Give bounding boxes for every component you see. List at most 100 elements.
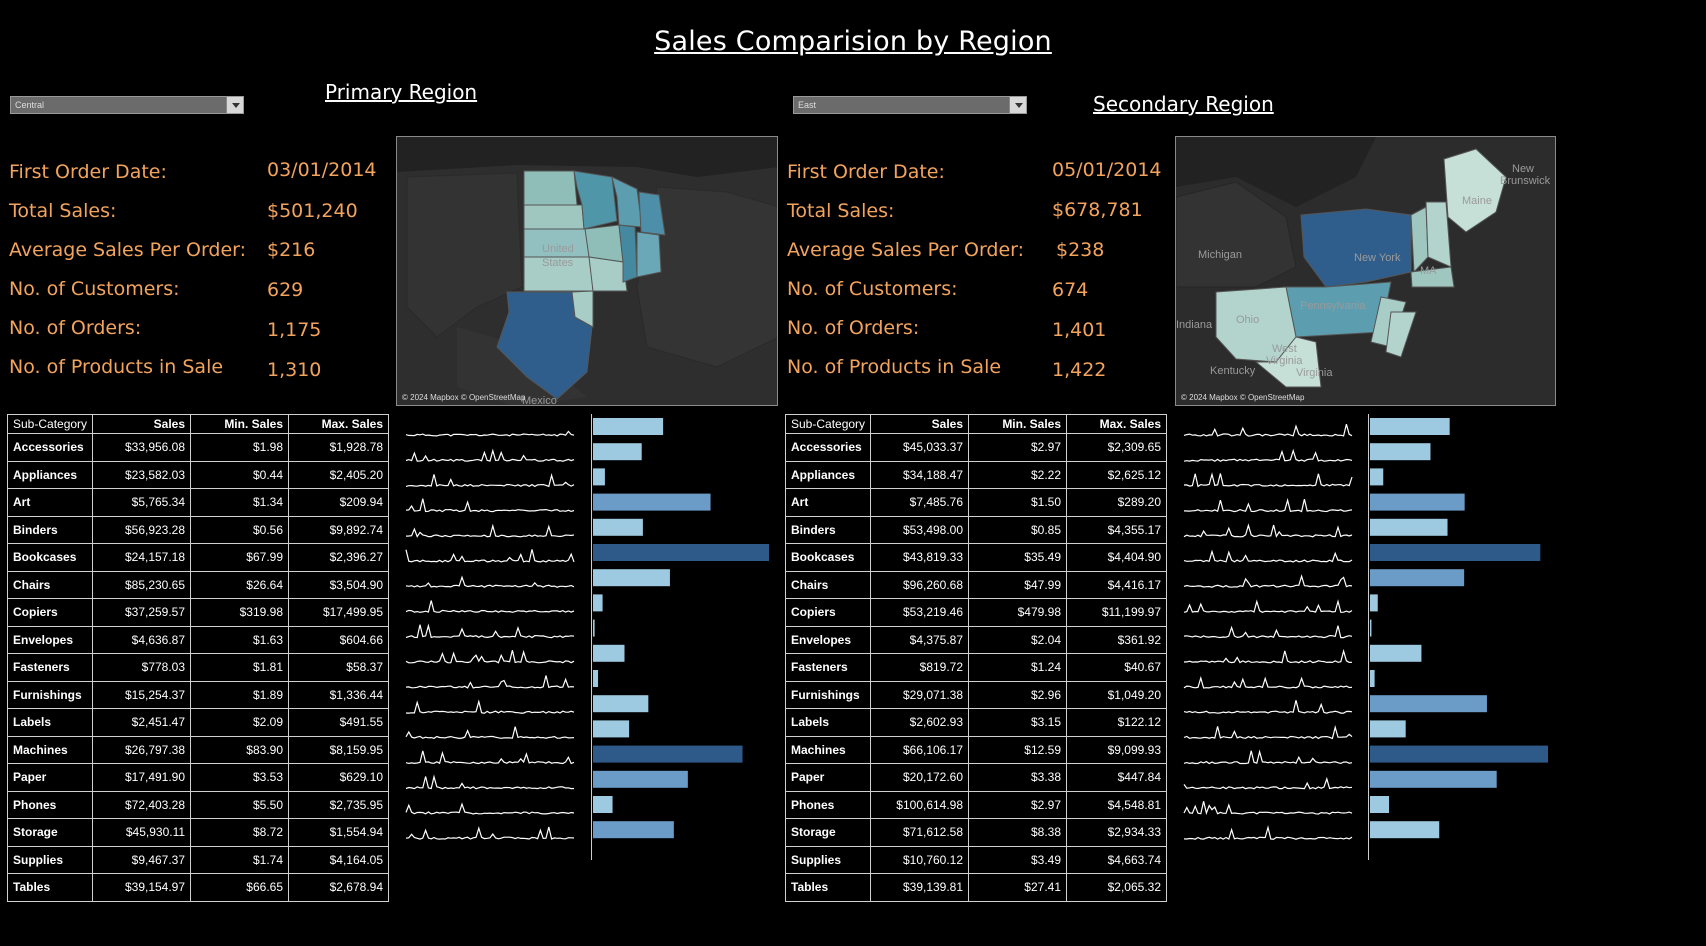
table-row[interactable]: Accessories $45,033.37 $2.97 $2,309.65 — [784, 433, 1167, 462]
sales-bar[interactable] — [593, 644, 625, 662]
sales-bar[interactable] — [593, 518, 643, 536]
table-row[interactable]: Envelopes $4,375.87 $2.04 $361.92 — [784, 625, 1167, 654]
table-row[interactable]: Tables $39,154.97 $66.65 $2,678.94 — [6, 873, 389, 902]
sales-bar[interactable] — [593, 695, 649, 713]
sales-bar[interactable] — [1370, 644, 1422, 662]
sales-bar[interactable] — [593, 821, 674, 839]
secondary-region-dropdown[interactable]: East — [793, 96, 1027, 114]
table-row[interactable]: Storage $45,930.11 $8.72 $1,554.94 — [6, 818, 389, 847]
column-header[interactable]: Sub-Category — [784, 414, 872, 434]
sales-trend-sparkline[interactable] — [405, 575, 575, 588]
column-header[interactable]: Max. Sales — [288, 414, 389, 434]
column-header[interactable]: Sales — [92, 414, 192, 434]
table-row[interactable]: Machines $66,106.17 $12.59 $9,099.93 — [784, 735, 1167, 764]
table-row[interactable]: Labels $2,451.47 $2.09 $491.55 — [6, 708, 389, 737]
sales-bar[interactable] — [1370, 619, 1372, 637]
table-row[interactable]: Appliances $34,188.47 $2.22 $2,625.12 — [784, 460, 1167, 489]
sales-bar[interactable] — [593, 443, 642, 461]
sales-bar[interactable] — [1370, 670, 1375, 687]
sales-bar[interactable] — [593, 594, 603, 612]
table-row[interactable]: Bookcases $24,157.18 $67.99 $2,396.27 — [6, 543, 389, 572]
sales-bar[interactable] — [1370, 695, 1487, 713]
sales-bar[interactable] — [1370, 569, 1465, 587]
table-row[interactable]: Binders $56,923.28 $0.56 $9,892.74 — [6, 515, 389, 544]
sales-trend-sparkline[interactable] — [405, 826, 575, 840]
table-row[interactable]: Supplies $10,760.12 $3.49 $4,663.74 — [784, 845, 1167, 874]
sales-bar[interactable] — [593, 670, 599, 687]
sales-bar[interactable] — [1370, 821, 1440, 839]
primary-region-map[interactable]: United States Mexico © 2024 Mapbox © Ope… — [396, 136, 778, 406]
sales-trend-sparkline[interactable] — [405, 430, 575, 437]
sales-trend-sparkline[interactable] — [405, 549, 575, 563]
sales-trend-sparkline[interactable] — [405, 802, 575, 815]
table-row[interactable]: Storage $71,612.58 $8.38 $2,934.33 — [784, 818, 1167, 847]
column-header[interactable]: Min. Sales — [968, 414, 1067, 434]
table-row[interactable]: Phones $100,614.98 $2.97 $4,548.81 — [784, 790, 1167, 819]
chevron-down-icon[interactable] — [1009, 97, 1026, 113]
sales-trend-sparkline[interactable] — [1183, 724, 1353, 740]
sales-trend-sparkline[interactable] — [405, 774, 575, 790]
sales-bar[interactable] — [1370, 544, 1541, 561]
table-row[interactable]: Copiers $53,219.46 $479.98 $11,199.97 — [784, 598, 1167, 627]
sales-trend-sparkline[interactable] — [1183, 599, 1353, 613]
sales-bar[interactable] — [593, 770, 688, 788]
sales-bar[interactable] — [1370, 493, 1465, 511]
sales-bar[interactable] — [1370, 418, 1450, 435]
sales-trend-sparkline[interactable] — [405, 498, 575, 513]
table-row[interactable]: Accessories $33,956.08 $1.98 $1,928.78 — [6, 433, 389, 462]
sales-bar[interactable] — [1370, 745, 1548, 763]
sales-bar[interactable] — [593, 796, 613, 813]
table-row[interactable]: Furnishings $29,071.38 $2.96 $1,049.20 — [784, 680, 1167, 709]
table-row[interactable]: Bookcases $43,819.33 $35.49 $4,404.90 — [784, 543, 1167, 572]
sales-trend-sparkline[interactable] — [405, 750, 575, 765]
column-header[interactable]: Min. Sales — [190, 414, 289, 434]
sales-trend-sparkline[interactable] — [1183, 472, 1353, 488]
column-header[interactable]: Max. Sales — [1066, 414, 1167, 434]
sales-trend-sparkline[interactable] — [1183, 523, 1353, 538]
sales-trend-sparkline[interactable] — [405, 699, 575, 714]
sales-trend-sparkline[interactable] — [1183, 825, 1353, 840]
sales-trend-sparkline[interactable] — [405, 675, 575, 689]
sales-bar[interactable] — [593, 569, 670, 587]
table-row[interactable]: Supplies $9,467.37 $1.74 $4,164.05 — [6, 845, 389, 874]
sales-bar[interactable] — [593, 745, 743, 763]
sales-trend-sparkline[interactable] — [1183, 574, 1353, 588]
sales-trend-sparkline[interactable] — [405, 523, 575, 538]
chevron-down-icon[interactable] — [226, 97, 243, 113]
table-row[interactable]: Labels $2,602.93 $3.15 $122.12 — [784, 708, 1167, 737]
table-row[interactable]: Phones $72,403.28 $5.50 $2,735.95 — [6, 790, 389, 819]
sales-bar[interactable] — [593, 619, 595, 637]
sales-trend-sparkline[interactable] — [405, 600, 575, 613]
sales-bar[interactable] — [1370, 518, 1448, 536]
sales-trend-sparkline[interactable] — [405, 649, 575, 664]
sales-trend-sparkline[interactable] — [405, 472, 575, 488]
table-row[interactable]: Fasteners $819.72 $1.24 $40.67 — [784, 653, 1167, 682]
sales-bar[interactable] — [1370, 594, 1378, 612]
sales-bar[interactable] — [593, 493, 711, 511]
sales-trend-sparkline[interactable] — [1183, 801, 1353, 816]
sales-trend-sparkline[interactable] — [1183, 424, 1353, 437]
column-header[interactable]: Sales — [870, 414, 970, 434]
table-row[interactable]: Copiers $37,259.57 $319.98 $17,499.95 — [6, 598, 389, 627]
sales-trend-sparkline[interactable] — [1183, 648, 1353, 664]
table-row[interactable]: Paper $17,491.90 $3.53 $629.10 — [6, 763, 389, 792]
table-row[interactable]: Chairs $85,230.65 $26.64 $3,504.90 — [6, 570, 389, 599]
table-row[interactable]: Furnishings $15,254.37 $1.89 $1,336.44 — [6, 680, 389, 709]
sales-trend-sparkline[interactable] — [405, 623, 575, 639]
sales-trend-sparkline[interactable] — [405, 448, 575, 462]
primary-region-dropdown[interactable]: Central — [10, 96, 244, 114]
sales-trend-sparkline[interactable] — [1183, 700, 1353, 714]
sales-bar[interactable] — [1370, 720, 1406, 738]
secondary-region-map[interactable]: New Brunswick Maine Michigan New York Pe… — [1175, 136, 1556, 406]
sales-bar[interactable] — [1370, 796, 1390, 813]
table-row[interactable]: Binders $53,498.00 $0.85 $4,355.17 — [784, 515, 1167, 544]
sales-bar[interactable] — [593, 418, 664, 435]
sales-trend-sparkline[interactable] — [1183, 675, 1353, 689]
column-header[interactable]: Sub-Category — [6, 414, 94, 434]
table-row[interactable]: Tables $39,139.81 $27.41 $2,065.32 — [784, 873, 1167, 902]
sales-trend-sparkline[interactable] — [1183, 448, 1353, 462]
sales-trend-sparkline[interactable] — [1183, 497, 1353, 513]
sales-bar[interactable] — [1370, 770, 1497, 788]
sales-trend-sparkline[interactable] — [1183, 749, 1353, 765]
sales-bar[interactable] — [1370, 443, 1431, 461]
